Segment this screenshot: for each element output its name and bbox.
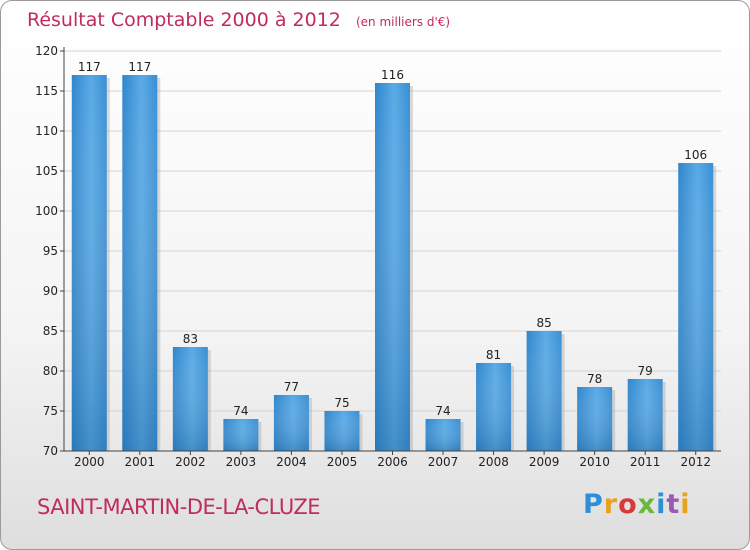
x-tick-label: 2000	[74, 455, 105, 469]
brand-letter: i	[680, 489, 691, 520]
y-tick-label: 80	[43, 364, 58, 378]
y-tick-label: 70	[43, 444, 58, 458]
brand-letter: o	[618, 489, 638, 520]
x-tick-label: 2006	[377, 455, 408, 469]
bar-shade	[273, 395, 309, 451]
bar-shade	[526, 331, 562, 451]
title-row: Résultat Comptable 2000 à 2012 (en milli…	[27, 9, 450, 31]
bar-shade	[324, 411, 360, 451]
axis-layer: 70 75 80 85 90 95 100 105 110 115 120 2000 2001 2002 2…	[35, 44, 721, 469]
data-label: 85	[536, 316, 551, 330]
chart-title: Résultat Comptable 2000 à 2012	[27, 9, 341, 31]
y-tick-label: 105	[35, 164, 58, 178]
brand-letter: r	[603, 489, 619, 520]
bar-shade	[223, 419, 259, 451]
y-tick-label: 110	[35, 124, 58, 138]
y-tick-label: 85	[43, 324, 58, 338]
data-label: 106	[684, 148, 707, 162]
brand-logo[interactable]: Proxiti	[583, 489, 691, 520]
y-tick-label: 115	[35, 84, 58, 98]
data-label: 75	[334, 396, 349, 410]
y-tick-label: 120	[35, 44, 58, 58]
bar-layer: 117 117 83 74 77 75 116 74 81 85 78 79 106	[71, 60, 717, 451]
x-tick-label: 2007	[428, 455, 459, 469]
y-tick-label: 75	[43, 404, 58, 418]
data-label: 116	[381, 68, 404, 82]
bar-shade	[375, 83, 410, 451]
data-label: 83	[183, 332, 198, 346]
bar-shade	[476, 363, 512, 451]
x-tick-label: 2001	[125, 455, 156, 469]
brand-letter: i	[656, 489, 667, 520]
brand-letter: x	[637, 489, 657, 520]
y-tick-label: 100	[35, 204, 58, 218]
x-tick-label: 2003	[226, 455, 257, 469]
bar-shade	[627, 379, 663, 451]
data-label: 81	[486, 348, 501, 362]
bar-shade	[71, 75, 107, 451]
bar-shade	[172, 347, 208, 451]
y-tick-label: 90	[43, 284, 58, 298]
data-label: 78	[587, 372, 602, 386]
x-tick-label: 2010	[579, 455, 610, 469]
data-label: 74	[435, 404, 450, 418]
y-tick-label: 95	[43, 244, 58, 258]
data-label: 117	[128, 60, 151, 74]
bar-shade	[425, 419, 461, 451]
bar-shade	[678, 163, 714, 451]
data-label: 77	[284, 380, 299, 394]
data-label: 74	[233, 404, 248, 418]
data-label: 79	[638, 364, 653, 378]
bar-shade	[122, 75, 158, 451]
x-tick-label: 2004	[276, 455, 307, 469]
x-tick-label: 2002	[175, 455, 206, 469]
x-tick-label: 2009	[529, 455, 560, 469]
bar-shade	[577, 387, 613, 451]
brand-letter: t	[666, 489, 681, 520]
brand-letter: P	[583, 489, 604, 520]
x-tick-label: 2008	[478, 455, 509, 469]
x-tick-label: 2011	[630, 455, 661, 469]
data-label: 117	[78, 60, 101, 74]
x-tick-label: 2012	[680, 455, 711, 469]
x-tick-label: 2005	[327, 455, 358, 469]
commune-name: SAINT-MARTIN-DE-LA-CLUZE	[37, 495, 320, 519]
chart-unit: (en milliers d'€)	[355, 15, 451, 29]
